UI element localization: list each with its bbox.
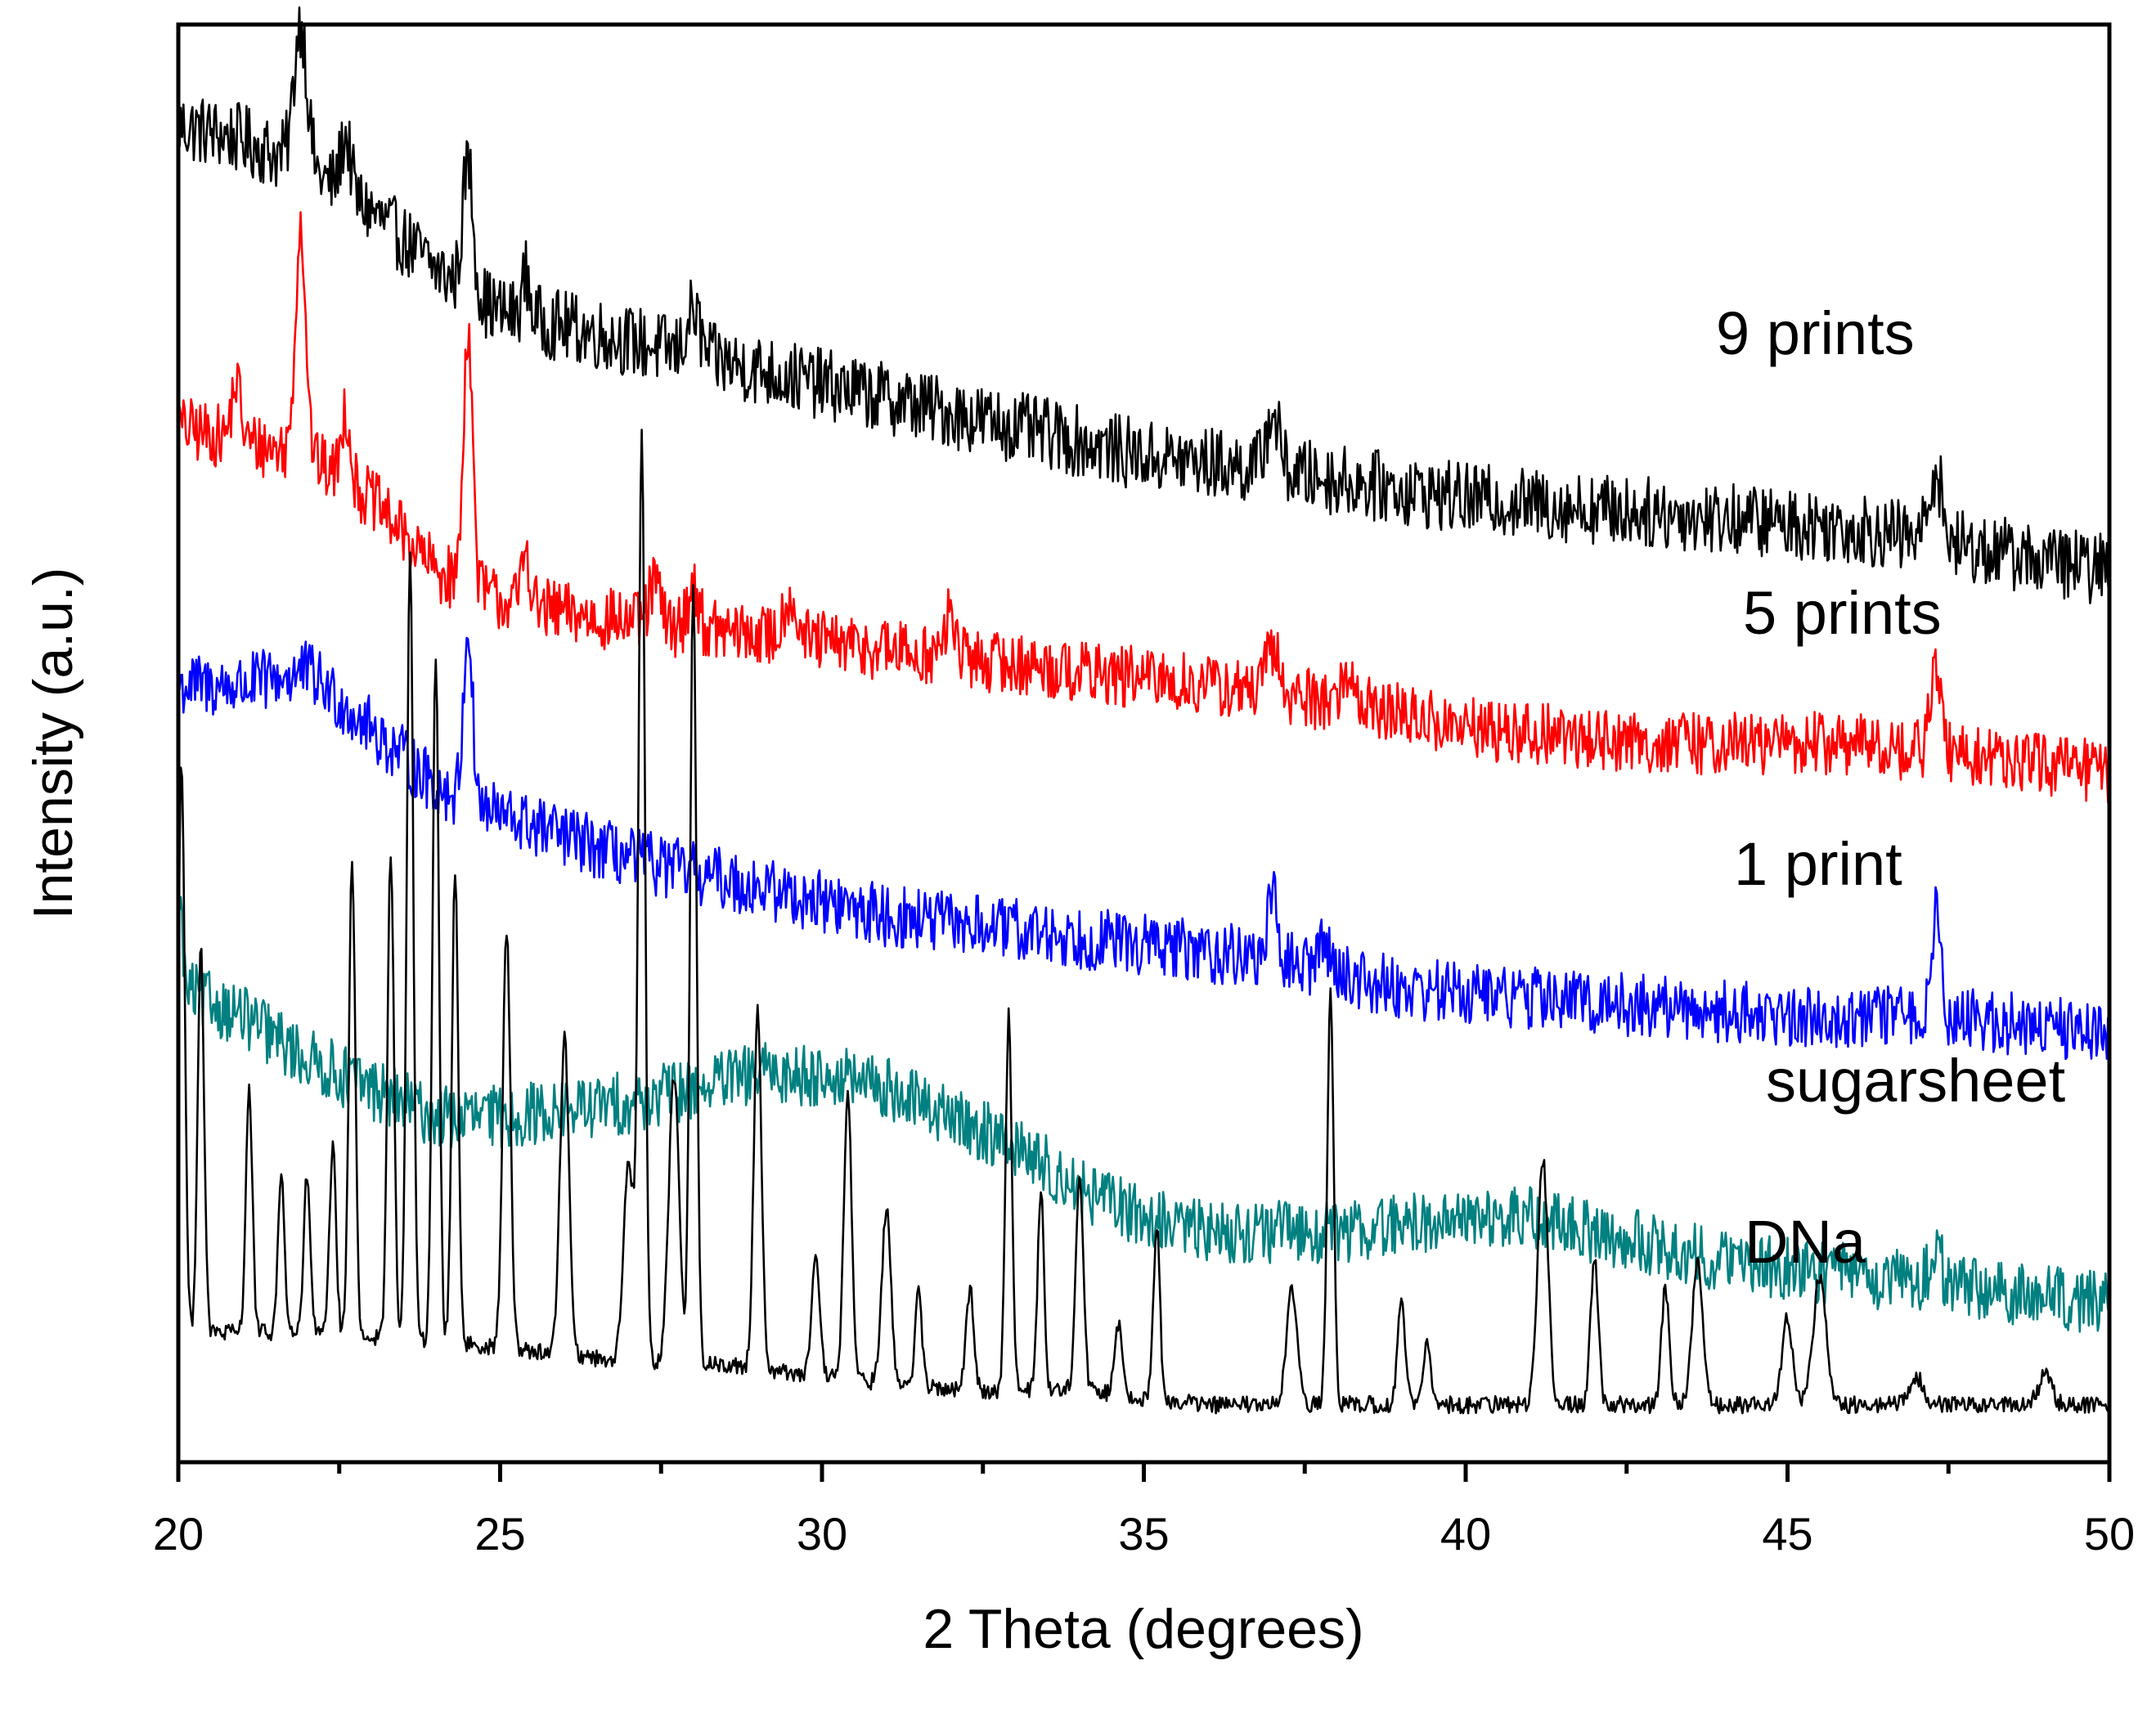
series-line-dna <box>177 429 2110 1415</box>
x-axis-ticks <box>176 1462 2112 1482</box>
x-tick-label-30: 30 <box>797 1508 847 1560</box>
series-group <box>177 6 2111 1415</box>
x-axis-title: 2 Theta (degrees) <box>923 1598 1363 1660</box>
series-label-1-print: 1 print <box>1734 830 1902 898</box>
x-tick-label-25: 25 <box>474 1508 525 1560</box>
series-label-5-prints: 5 prints <box>1743 579 1942 647</box>
x-tick-label-45: 45 <box>1762 1508 1812 1560</box>
series-label-9-prints: 9 prints <box>1716 299 1915 367</box>
series-line-9-prints <box>177 6 2111 605</box>
y-axis-title: Intensity (a.u.) <box>22 568 84 920</box>
x-axis-tick-labels: 20 25 30 35 40 45 50 <box>153 1508 2135 1560</box>
x-tick-label-40: 40 <box>1440 1508 1491 1560</box>
x-tick-label-35: 35 <box>1118 1508 1169 1560</box>
series-labels: 9 prints 5 prints 1 print sugarsheet DNa <box>1716 299 2066 1276</box>
series-line-1-print <box>177 636 2111 1061</box>
series-line-5-prints <box>177 211 2111 804</box>
x-tick-label-50: 50 <box>2084 1508 2135 1560</box>
series-label-dna: DNa <box>1745 1208 1866 1276</box>
series-line-sugarsheet <box>177 851 2111 1333</box>
x-tick-label-20: 20 <box>153 1508 204 1560</box>
series-label-sugarsheet: sugarsheet <box>1766 1047 2066 1115</box>
